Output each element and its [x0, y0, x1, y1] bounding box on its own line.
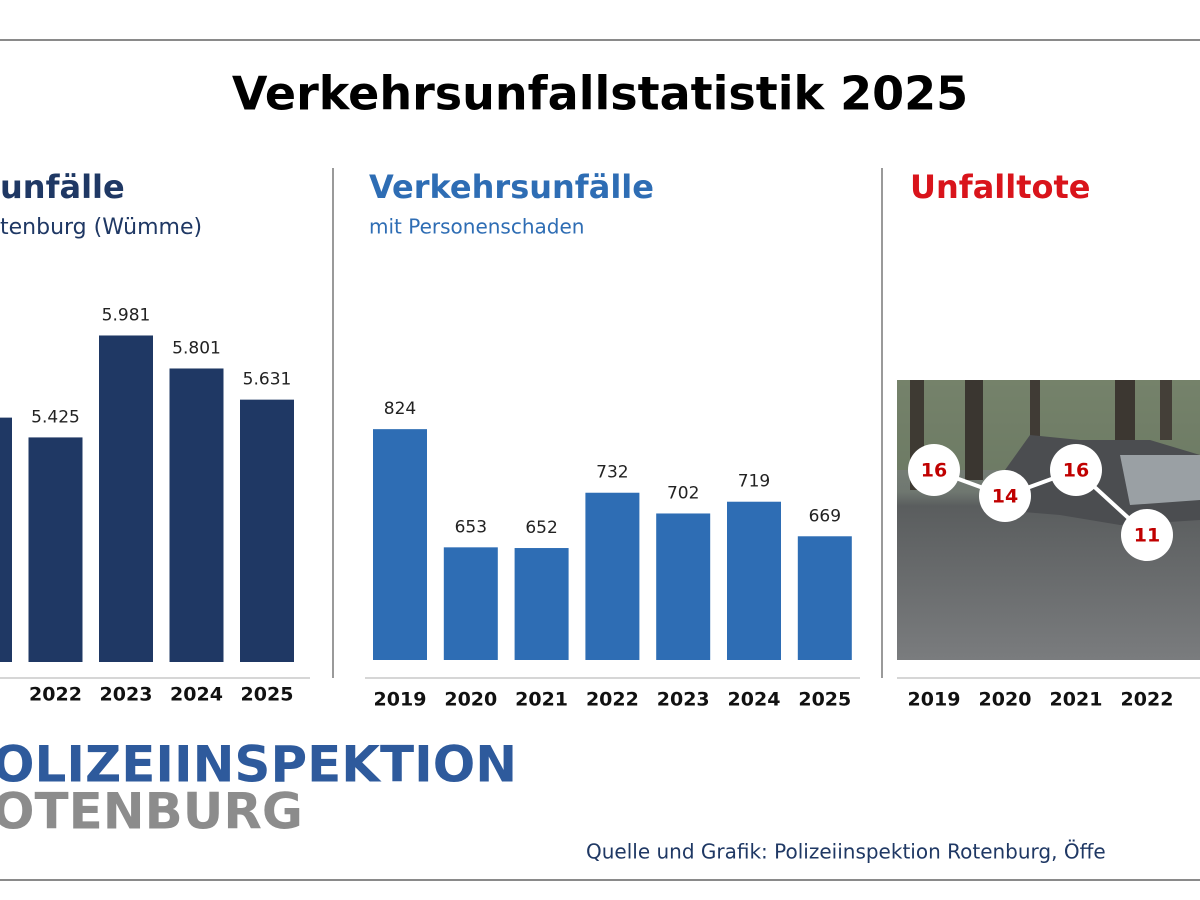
value-label: 5.425 — [31, 407, 80, 427]
page-title: Verkehrsunfallstatistik 2025 — [232, 67, 968, 121]
chart-subtitle: tenburg (Wümme) — [0, 215, 202, 240]
logo-line: OTENBURG — [0, 783, 303, 841]
x-tick-label: 2022 — [1121, 689, 1174, 711]
bar — [28, 437, 83, 662]
x-tick-label: 2022 — [29, 684, 82, 706]
x-tick-label: 2023 — [100, 684, 153, 706]
x-tick-label: 2024 — [728, 689, 781, 711]
bar — [443, 547, 498, 660]
x-tick-label: 2020 — [979, 689, 1032, 711]
x-tick-label: 2022 — [586, 689, 639, 711]
point — [908, 444, 960, 496]
chart-title: unfälle — [0, 168, 125, 206]
bar — [0, 417, 12, 662]
bar — [797, 536, 852, 660]
bar — [727, 501, 781, 660]
bar — [585, 492, 640, 660]
value-label: 669 — [809, 506, 841, 526]
x-tick-label: 2021 — [1050, 689, 1103, 711]
point-label: 11 — [1134, 525, 1160, 547]
chart-title: Unfalltote — [910, 168, 1091, 206]
value-label: 824 — [384, 399, 416, 419]
value-label: 5.631 — [243, 370, 292, 390]
line — [933, 467, 1149, 537]
bar — [240, 399, 294, 662]
point — [1121, 509, 1173, 561]
x-tick-label: 2021 — [515, 689, 568, 711]
value-label: 5.801 — [172, 338, 221, 358]
x-tick-label: 2019 — [908, 689, 961, 711]
bar — [373, 429, 427, 660]
logo-line: OLIZEIINSPEKTION — [0, 736, 517, 794]
value-label: 5.981 — [102, 305, 151, 325]
value-label: 653 — [455, 517, 487, 537]
bar — [514, 548, 569, 660]
x-tick-label: 2023 — [657, 689, 710, 711]
bar — [169, 368, 224, 662]
point — [1050, 444, 1102, 496]
x-tick-label: 2024 — [170, 684, 223, 706]
x-tick-label: 2019 — [374, 689, 427, 711]
value-label: 652 — [525, 518, 557, 538]
x-tick-label: 2025 — [241, 684, 294, 706]
value-label: 719 — [738, 472, 770, 492]
bar — [99, 335, 153, 662]
point-label: 16 — [921, 460, 947, 482]
x-tick-label: 2020 — [444, 689, 497, 711]
point — [979, 470, 1031, 522]
x-tick-label: 2025 — [798, 689, 851, 711]
source-note: Quelle und Grafik: Polizeiinspektion Rot… — [586, 840, 1106, 864]
point-label: 14 — [992, 486, 1018, 508]
chart-title: Verkehrsunfälle — [369, 168, 654, 206]
bar — [656, 513, 711, 660]
chart-subtitle: mit Personenschaden — [369, 215, 584, 239]
point-label: 16 — [1063, 460, 1089, 482]
value-label: 732 — [596, 463, 628, 483]
value-label: 702 — [667, 483, 699, 503]
